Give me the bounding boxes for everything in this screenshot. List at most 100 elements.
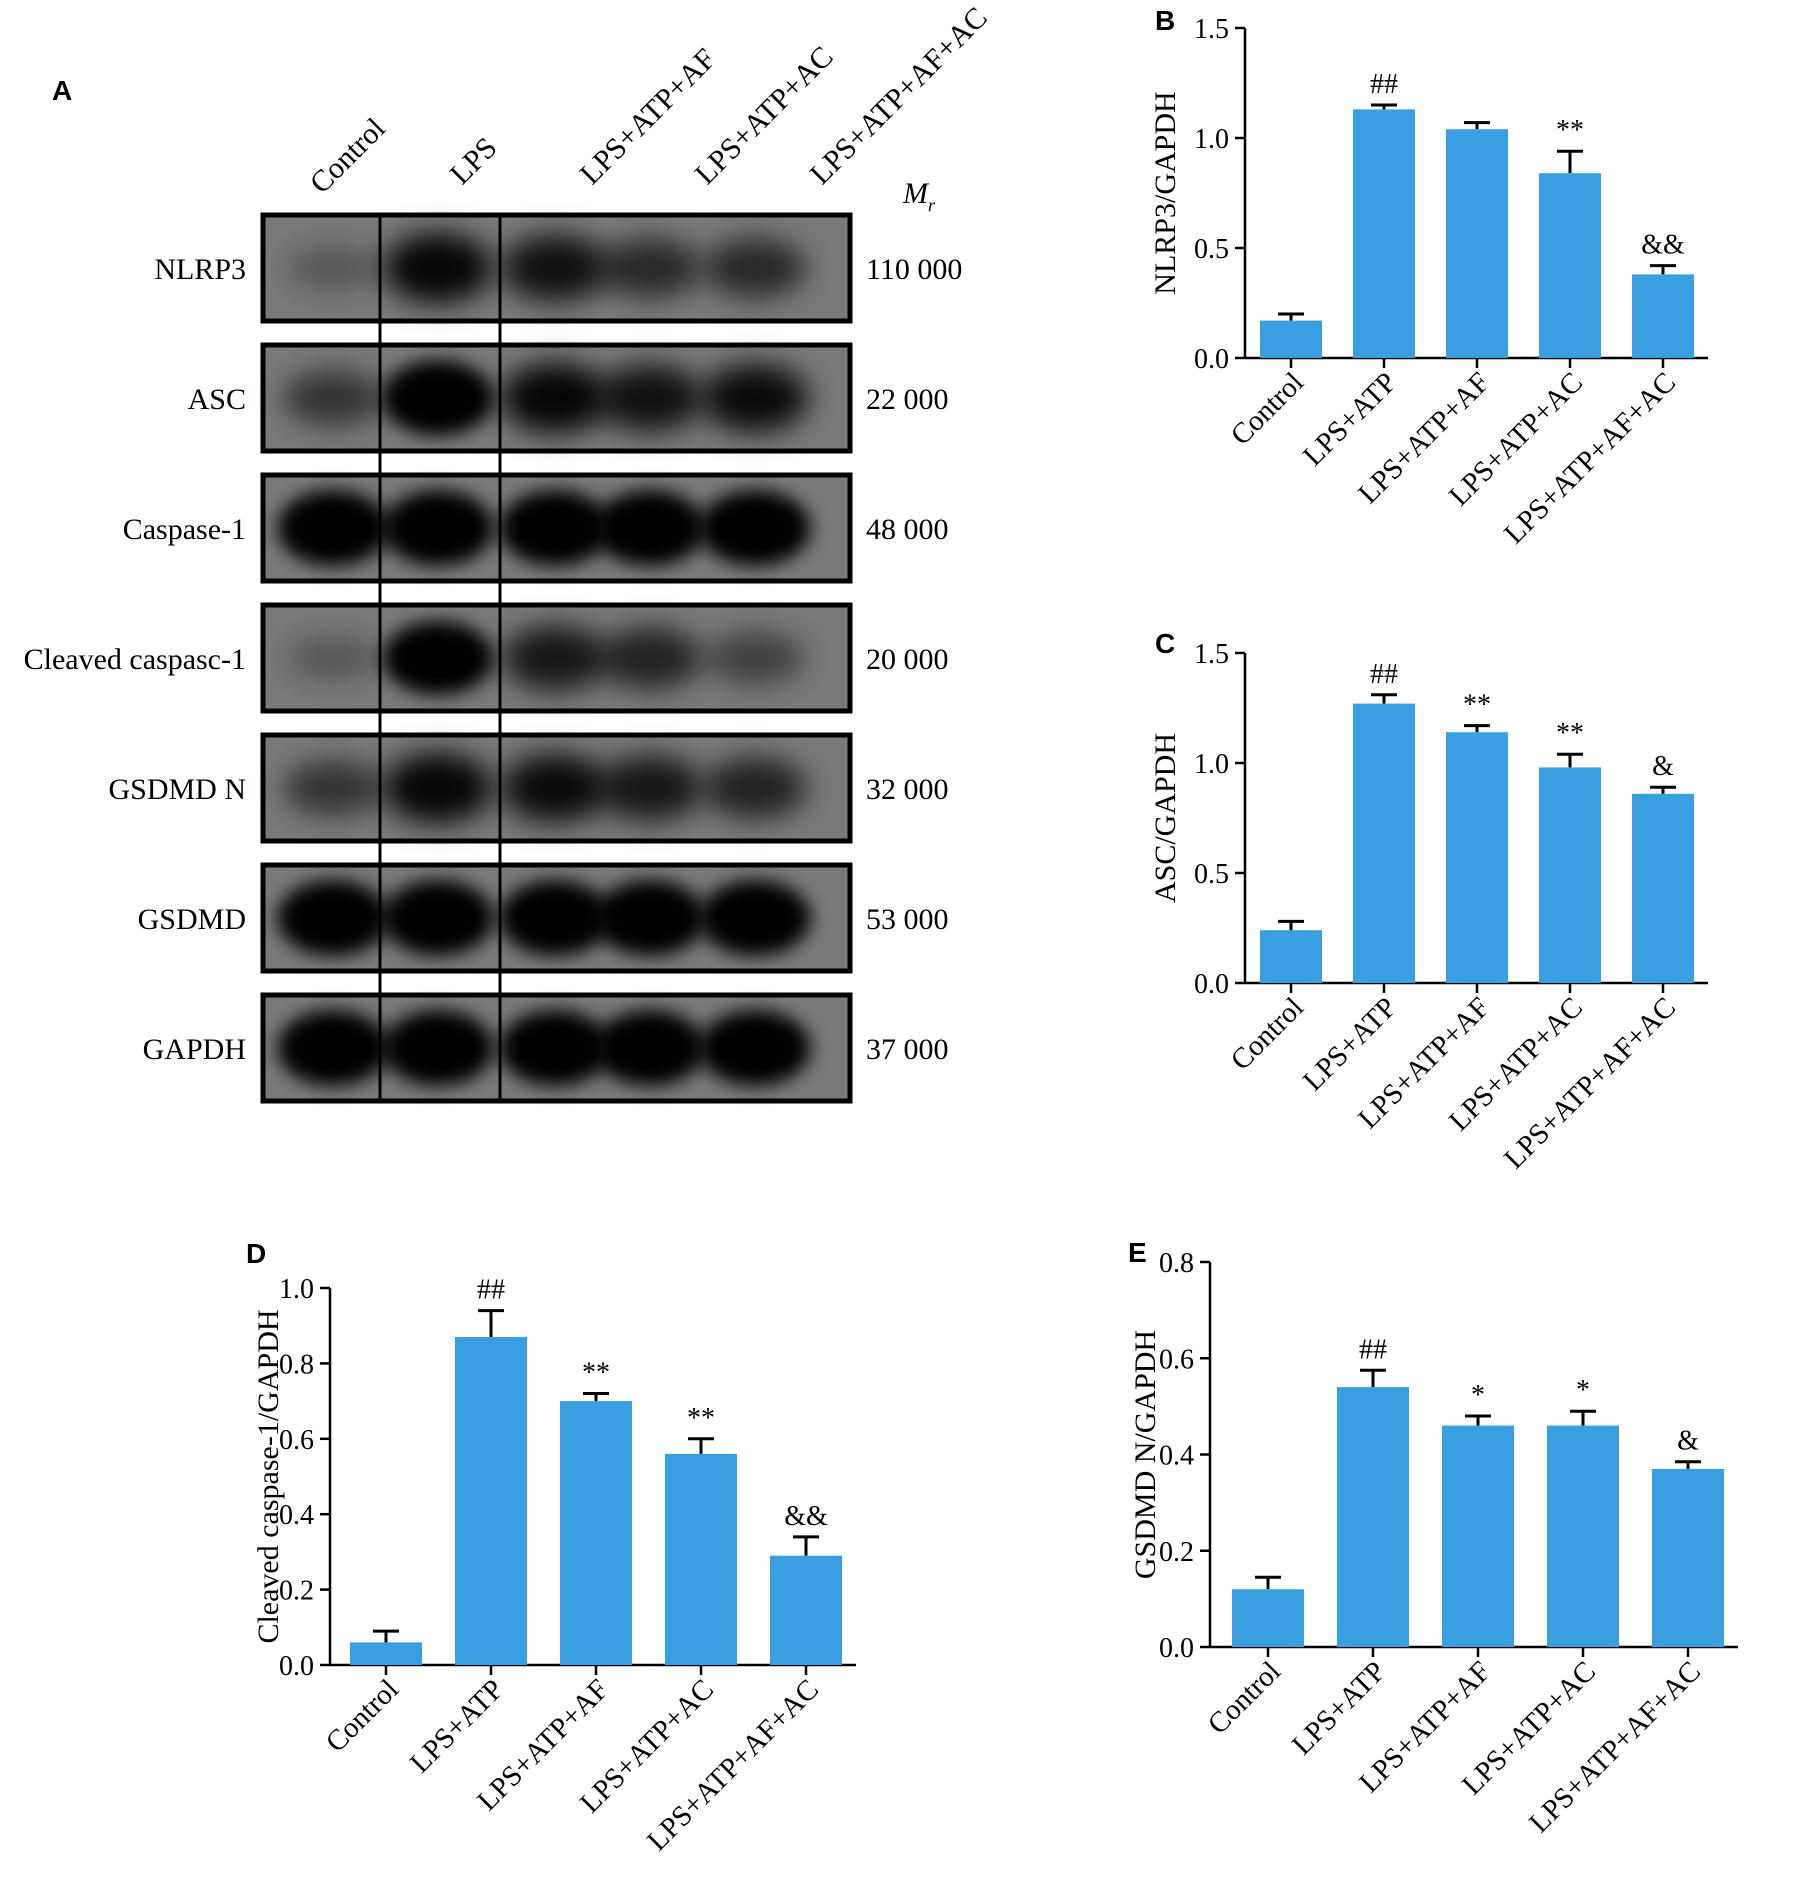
- protein-band: [502, 625, 608, 691]
- bar-chart-e: E 0.0 0.2 0.4 0.6 0.8 GSDMD N/GAPDH Control ## LP…: [1128, 1237, 1738, 1839]
- significance-marker: &&: [784, 1501, 828, 1532]
- molecular-weight-label: 22 000: [866, 383, 949, 416]
- y-axis-label: ASC/GAPDH: [1149, 733, 1182, 903]
- bar: [1539, 767, 1601, 983]
- protein-label: ASC: [188, 383, 246, 416]
- blot-frame: [260, 862, 853, 974]
- molecular-weight-label: 110 000: [866, 253, 962, 286]
- protein-band: [382, 490, 494, 566]
- bar: [1337, 1387, 1409, 1647]
- y-axis-label: GSDMD N/GAPDH: [1129, 1330, 1162, 1579]
- significance-marker: &&: [1641, 230, 1685, 261]
- bar: [770, 1555, 842, 1665]
- blot-row: Cleaved caspasc-1 20 000: [24, 602, 949, 714]
- x-tick-label: LPS+ATP+AF+AC: [1498, 991, 1682, 1175]
- protein-label: Cleaved caspasc-1: [24, 643, 246, 676]
- protein-label: GSDMD: [138, 903, 246, 936]
- protein-band: [594, 490, 706, 566]
- blot-row: ASC 22 000: [188, 342, 949, 454]
- blot-frame: [260, 212, 853, 324]
- y-tick-label: 0.8: [1159, 1248, 1194, 1279]
- x-tick-label: Control: [1225, 991, 1310, 1076]
- molecular-weight-label: 37 000: [866, 1033, 949, 1066]
- western-blot-panel: A Control LPS LPS+ATP+AFLPS+ATP+ACLPS+ATP+…: [24, 1, 994, 1104]
- protein-band: [383, 232, 493, 304]
- mr-label: Mr: [902, 177, 936, 215]
- y-tick-label: 1.0: [279, 1274, 314, 1305]
- panel-letter: C: [1155, 628, 1175, 659]
- significance-marker: ##: [1370, 659, 1398, 690]
- bar: [1260, 930, 1322, 983]
- protein-band: [499, 490, 611, 566]
- x-tick-label: Control: [1202, 1655, 1287, 1740]
- bar: [1353, 703, 1415, 983]
- significance-marker: **: [1556, 115, 1584, 146]
- lane-label: Control: [304, 112, 392, 200]
- x-tick-label: LPS+ATP: [404, 1673, 510, 1779]
- protein-band: [277, 880, 389, 956]
- protein-band: [598, 627, 702, 689]
- bar: [1232, 1589, 1304, 1647]
- panel-letter: B: [1155, 5, 1175, 36]
- molecular-weight-label: 53 000: [866, 903, 949, 936]
- y-tick-label: 0.0: [279, 1651, 314, 1682]
- protein-band: [703, 238, 807, 298]
- significance-marker: *: [1471, 1380, 1485, 1411]
- protein-band: [282, 369, 384, 427]
- bar: [1547, 1425, 1619, 1647]
- y-axis-label: NLRP3/GAPDH: [1149, 91, 1182, 294]
- y-tick-label: 0.0: [1194, 969, 1229, 1000]
- significance-marker: **: [1463, 690, 1491, 721]
- blot-frame: [260, 602, 853, 714]
- y-tick-label: 0.2: [279, 1576, 314, 1607]
- bar: [1446, 732, 1508, 983]
- protein-label: Caspase-1: [123, 513, 246, 546]
- protein-band: [594, 880, 706, 956]
- y-tick-label: 0.8: [279, 1349, 314, 1380]
- x-tick-label: LPS+ATP: [1286, 1655, 1392, 1761]
- lane-labels: Control LPS LPS+ATP+AFLPS+ATP+ACLPS+ATP+AF…: [304, 1, 994, 200]
- protein-band: [699, 1010, 811, 1086]
- panel-letter: D: [246, 1238, 266, 1269]
- bar: [560, 1401, 632, 1665]
- bar: [1539, 173, 1601, 358]
- y-tick-label: 0.5: [1194, 859, 1229, 890]
- protein-band: [500, 362, 610, 434]
- protein-band: [499, 880, 611, 956]
- significance-marker: &: [1652, 751, 1674, 782]
- molecular-weight-label: 20 000: [866, 643, 949, 676]
- protein-band: [701, 363, 809, 433]
- protein-band: [277, 490, 389, 566]
- y-tick-label: 1.5: [1194, 14, 1229, 45]
- significance-marker: *: [1576, 1375, 1590, 1406]
- significance-marker: **: [1556, 718, 1584, 749]
- protein-band: [285, 245, 381, 291]
- blot-frame: [260, 472, 853, 584]
- bar: [1632, 274, 1694, 358]
- blot-frame: [260, 992, 853, 1104]
- blot-row: GSDMD 53 000: [138, 862, 949, 974]
- bar-chart-b: B 0.0 0.5 1.0 1.5 NLRP3/GAPDH Control ## LPS+ATP…: [1149, 5, 1708, 550]
- y-tick-label: 0.0: [1194, 344, 1229, 375]
- lane-label: LPS+ATP+AF+AC: [804, 1, 994, 191]
- protein-band: [282, 759, 384, 817]
- bar: [1652, 1468, 1724, 1647]
- protein-band: [596, 364, 704, 432]
- y-tick-label: 0.4: [1159, 1441, 1194, 1472]
- protein-label: NLRP3: [154, 253, 246, 286]
- blot-frame: [260, 342, 853, 454]
- significance-marker: ##: [1370, 69, 1398, 100]
- protein-band: [382, 620, 494, 696]
- protein-label: GSDMD N: [108, 773, 246, 806]
- bar: [1632, 793, 1694, 983]
- protein-band: [501, 234, 609, 302]
- blot-row: NLRP3 110 000: [154, 212, 962, 324]
- significance-marker: **: [582, 1358, 610, 1389]
- y-tick-label: 0.6: [279, 1425, 314, 1456]
- x-tick-label: LPS+ATP+AF+AC: [1498, 366, 1682, 550]
- bar: [1353, 109, 1415, 359]
- bar: [1446, 129, 1508, 358]
- bar: [350, 1642, 422, 1665]
- protein-band: [382, 360, 494, 436]
- blot-row: GAPDH 37 000: [143, 992, 949, 1104]
